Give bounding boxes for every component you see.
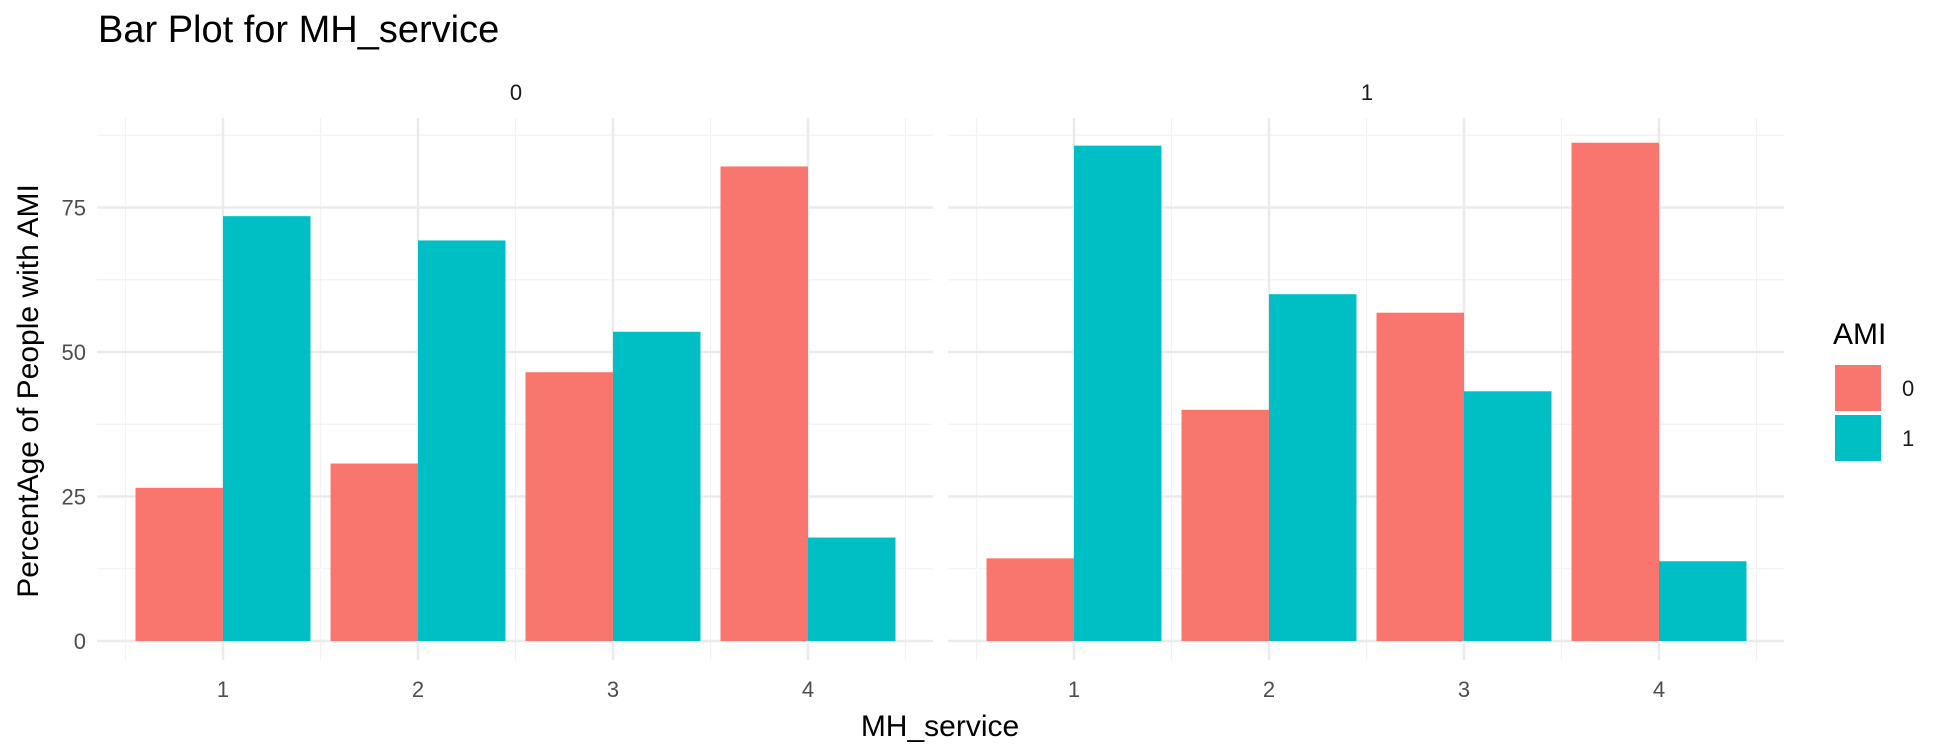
facet-strip-label: 0 [510,80,522,105]
bar-facet0-ami1-service4 [808,537,896,641]
legend: AMI 0 1 [1833,318,1914,463]
y-axis-ticks: 0 25 50 75 [62,196,86,655]
bar-facet0-ami0-service2 [330,463,418,641]
legend-label-0: 0 [1902,376,1914,401]
facet-panel-1: 1 1 2 3 4 [948,80,1784,702]
bar-facet1-ami1-service2 [1269,294,1357,641]
bar-facet1-ami1-service1 [1074,145,1162,642]
bar-facet1-ami0-service4 [1571,142,1659,642]
y-tick-label: 25 [62,485,86,510]
chart-title: Bar Plot for MH_service [98,9,499,51]
facet-strip-label: 1 [1361,80,1373,105]
x-tick-label: 1 [1068,677,1080,702]
facet-panels: 0 1 2 3 4 1 1 2 3 4 0 25 50 75 [62,80,1784,702]
bar-facet0-ami1-service2 [418,240,506,642]
bar-facet1-ami0-service2 [1181,409,1269,641]
legend-key-0 [1833,363,1883,413]
x-tick-label: 1 [217,677,229,702]
y-tick-label: 0 [74,629,86,654]
legend-label-1: 1 [1902,426,1914,451]
bar-facet1-ami0-service3 [1376,312,1464,641]
y-axis-title: PercentAge of People with AMI [12,184,45,598]
bar-facet0-ami0-service3 [525,372,613,641]
bar-facet0-ami1-service3 [613,331,701,641]
x-tick-label: 2 [1263,677,1275,702]
legend-key-1 [1833,413,1883,463]
bar-facet0-ami0-service4 [720,166,808,641]
bar-facet1-ami0-service1 [986,558,1074,641]
bar-facet1-ami1-service4 [1659,561,1747,641]
bar-facet1-ami1-service3 [1464,391,1552,641]
x-tick-label: 4 [1653,677,1665,702]
y-tick-label: 50 [62,340,86,365]
x-axis-title: MH_service [861,710,1019,743]
y-tick-label: 75 [62,196,86,221]
x-tick-label: 4 [802,677,814,702]
bar-facet0-ami0-service1 [135,487,223,641]
x-tick-label: 3 [607,677,619,702]
bar-facet0-ami1-service1 [223,216,311,642]
facet-panel-0: 0 1 2 3 4 [97,80,933,702]
x-tick-label: 3 [1458,677,1470,702]
legend-title: AMI [1833,318,1886,351]
x-tick-label: 2 [412,677,424,702]
